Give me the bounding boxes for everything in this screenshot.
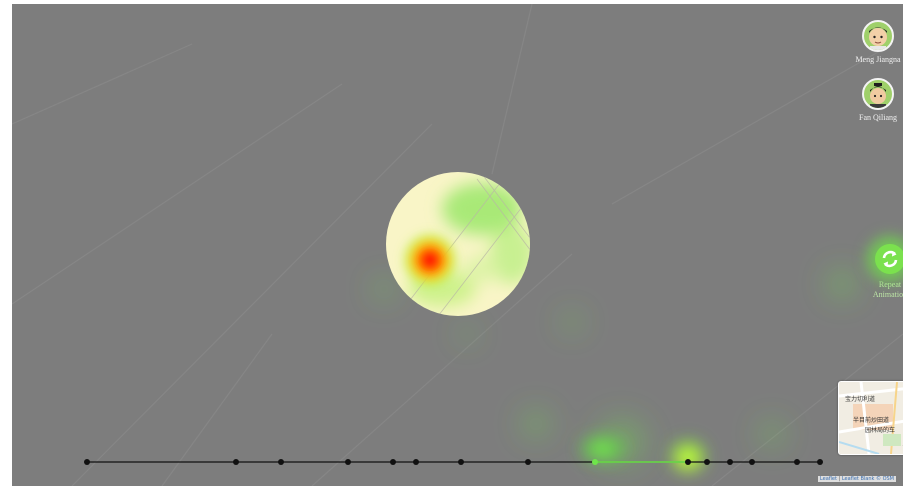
repeat-animation-button[interactable]: Repeat Animation — [858, 244, 903, 300]
repeat-label-line1: Repeat — [878, 280, 902, 289]
timeline-stop-icon[interactable] — [704, 459, 710, 465]
minimap-label: 园林局的车 — [865, 427, 896, 434]
minimap[interactable]: 宝力切利道 半目前炒田道 园林局的车 ↘ — [838, 381, 903, 455]
timeline-stop-icon[interactable] — [345, 459, 351, 465]
timeline-stop-icon[interactable] — [592, 459, 598, 465]
attribution-osm: © OSM — [875, 476, 894, 482]
timeline-stop-icon[interactable] — [817, 459, 823, 465]
timeline-heat — [576, 433, 710, 476]
user-fan-qiliang[interactable]: Fan Qiliang — [846, 78, 903, 122]
minimap-canvas — [839, 382, 903, 454]
timeline-stop-icon[interactable] — [727, 459, 733, 465]
timeline[interactable] — [84, 459, 823, 465]
repeat-label-line2: Animation — [872, 290, 903, 299]
attribution-blank-link[interactable]: Leaflet Blank — [841, 476, 875, 482]
timeline-stop-icon[interactable] — [233, 459, 239, 465]
user-name: Fan Qiliang — [859, 113, 897, 122]
timeline-stop-icon[interactable] — [413, 459, 419, 465]
timeline-stop-icon[interactable] — [749, 459, 755, 465]
timeline-stop-icon[interactable] — [525, 459, 531, 465]
minimap-label: 半目前炒田道 — [853, 417, 890, 424]
timeline-stop-icon[interactable] — [794, 459, 800, 465]
attribution-leaflet-link[interactable]: Leaflet — [819, 476, 837, 482]
heatmap-layer — [12, 4, 903, 486]
map-canvas[interactable]: Meng Jiangna Fan Qiliang Repeat Anim — [12, 4, 903, 486]
timeline-stop-icon[interactable] — [685, 459, 691, 465]
avatar-icon — [862, 78, 894, 110]
user-name: Meng Jiangna — [855, 55, 901, 64]
spotlight-circle — [386, 172, 530, 316]
timeline-stop-icon[interactable] — [84, 459, 90, 465]
minimap-label: 宝力切利道 — [845, 396, 876, 403]
timeline-stop-icon[interactable] — [390, 459, 396, 465]
avatar-icon — [862, 20, 894, 52]
map-attribution: Leaflet | Leaflet Blank © OSM — [817, 476, 896, 482]
refresh-icon — [875, 244, 903, 274]
expand-arrow-icon[interactable]: ↘ — [901, 443, 903, 453]
user-meng-jiangna[interactable]: Meng Jiangna — [846, 20, 903, 64]
timeline-stop-icon[interactable] — [278, 459, 284, 465]
road-lines — [12, 4, 903, 486]
timeline-stop-icon[interactable] — [458, 459, 464, 465]
